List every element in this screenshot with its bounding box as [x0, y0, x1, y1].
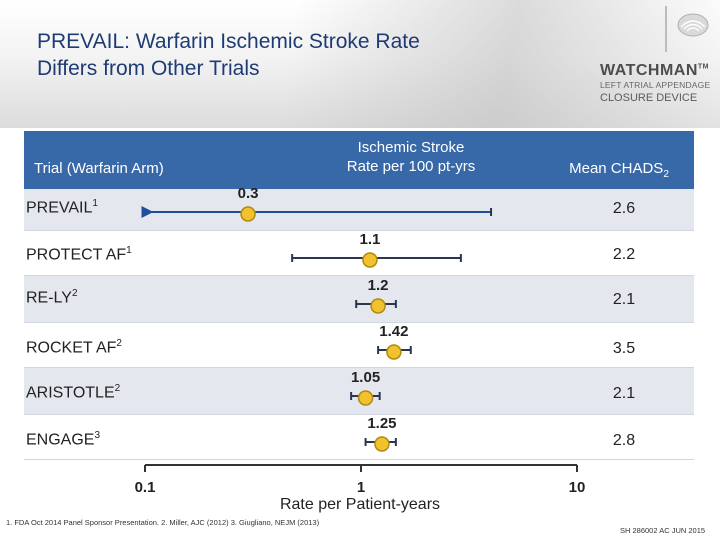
- table-header: Trial (Warfarin Arm) Ischemic Stroke Rat…: [24, 131, 694, 189]
- brand-subtitle-2: CLOSURE DEVICE: [600, 92, 698, 104]
- trial-name: RE-LY: [26, 289, 72, 307]
- trial-name: ARISTOTLE: [26, 384, 115, 402]
- point-marker: [240, 206, 256, 222]
- x-tick-label: 1: [357, 479, 365, 496]
- point-marker: [362, 252, 378, 268]
- trial-name: ENGAGE: [26, 431, 95, 449]
- logo-divider: [665, 6, 667, 52]
- trial-ref: 1: [92, 198, 98, 209]
- point-marker: [370, 298, 386, 314]
- data-label: 1.25: [367, 415, 396, 432]
- table-row: PROTECT AF1 2.2: [24, 230, 694, 276]
- trial-name: PROTECT AF: [26, 246, 127, 264]
- trial-ref: 2: [114, 383, 121, 394]
- table-row: ENGAGE3 2.8: [24, 414, 694, 460]
- table-row: ARISTOTLE2 2.1: [24, 368, 694, 414]
- title-line-2: Differs from Other Trials: [37, 57, 260, 80]
- row-label: PREVAIL1: [26, 198, 98, 217]
- data-label: 1.1: [360, 231, 381, 248]
- title-line-1: PREVAIL: Warfarin Ischemic Stroke Rate: [37, 30, 420, 53]
- x-tick-label: 0.1: [135, 479, 156, 496]
- data-label: 1.42: [379, 323, 408, 340]
- footnote: 1. FDA Oct 2014 Panel Sponsor Presentati…: [6, 518, 320, 527]
- slide-title: PREVAIL: Warfarin Ischemic Stroke Rate D…: [37, 28, 577, 82]
- row-label: ENGAGE3: [26, 430, 100, 449]
- trial-ref: 3: [94, 430, 101, 441]
- header-trial: Trial (Warfarin Arm): [34, 160, 164, 177]
- chads-value: 2.1: [612, 385, 636, 402]
- data-label: 1.05: [351, 369, 380, 386]
- point-marker: [374, 436, 390, 452]
- x-axis-title: Rate per Patient-years: [279, 496, 441, 513]
- trial-ref: 2: [116, 338, 122, 349]
- chads-value: 2.1: [612, 291, 636, 308]
- row-label: ROCKET AF2: [26, 338, 122, 357]
- point-marker: [386, 344, 402, 360]
- brand-subtitle: LEFT ATRIAL APPENDAGE: [600, 80, 711, 90]
- brand-name: WATCHMANTM: [600, 62, 716, 80]
- data-label: 1.2: [368, 277, 389, 294]
- lotus-emblem-icon: [677, 13, 709, 37]
- header-rate: Ischemic Stroke Rate per 100 pt-yrs: [311, 138, 511, 176]
- x-tick-label: 10: [569, 479, 586, 496]
- trial-name: ROCKET AF: [26, 339, 117, 357]
- header-chads: Mean CHADS2: [544, 159, 694, 184]
- header-swoosh: [0, 0, 720, 128]
- chads-value: 2.2: [612, 246, 636, 263]
- header-chads-text: Mean CHADS: [569, 160, 664, 177]
- table-row: RE-LY2 2.1: [24, 276, 694, 322]
- chads-value: 3.5: [612, 340, 636, 357]
- point-marker: [357, 390, 374, 406]
- brand-tm: TM: [697, 63, 710, 71]
- row-label: PROTECT AF1: [26, 245, 132, 264]
- header-chads-sub: 2: [663, 169, 669, 180]
- table-row: ROCKET AF2 3.5: [24, 322, 694, 368]
- row-label: ARISTOTLE2: [26, 383, 120, 402]
- row-label: RE-LY2: [26, 288, 78, 307]
- data-label: 0.3: [238, 185, 259, 202]
- trial-ref: 1: [126, 245, 132, 256]
- chads-value: 2.8: [612, 432, 636, 449]
- header-rate-line-2: Rate per 100 pt-yrs: [346, 158, 476, 175]
- header-rate-line-1: Ischemic Stroke: [357, 139, 465, 156]
- trial-ref: 2: [71, 288, 78, 299]
- chads-value: 2.6: [612, 200, 636, 217]
- trial-name: PREVAIL: [26, 199, 93, 217]
- brand-name-text: WATCHMAN: [600, 62, 698, 79]
- document-code: SH 286002 AC JUN 2015: [620, 526, 706, 535]
- brand-block: WATCHMANTM LEFT ATRIAL APPENDAGE CLOSURE…: [600, 62, 716, 105]
